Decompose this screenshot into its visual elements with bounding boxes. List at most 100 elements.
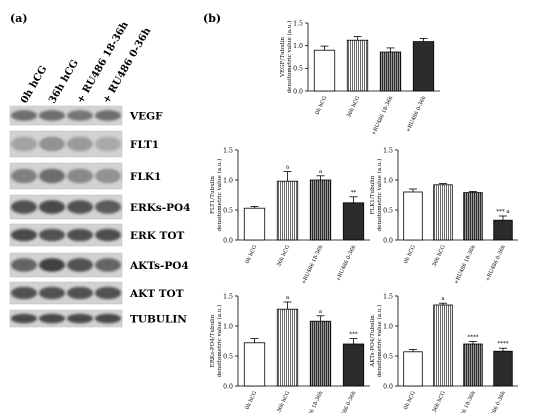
y-tick-label: 0.5	[293, 66, 303, 73]
bar	[309, 179, 332, 241]
panel-label-a: (a)	[10, 12, 28, 25]
blot-band	[67, 286, 93, 300]
blot-band	[95, 168, 121, 184]
bar	[342, 343, 365, 387]
y-tick-label: 1.0	[383, 323, 393, 330]
category-label: +RU486 18-36h	[453, 244, 477, 286]
blot-band	[11, 136, 37, 152]
blot-band	[95, 228, 121, 242]
panel-label-b: (b)	[203, 12, 222, 25]
bar	[243, 342, 266, 387]
category-label: 0h hCG	[403, 390, 417, 410]
category-label: +RU486 0-36h	[485, 244, 507, 283]
y-tick-label: 0.0	[223, 383, 233, 390]
category-label: 36h hCG	[276, 390, 291, 413]
y-tick-label: 0.5	[223, 353, 233, 360]
bar	[313, 49, 336, 92]
y-tick-label: 1.5	[223, 147, 233, 154]
bar	[493, 350, 513, 387]
bar	[276, 308, 299, 387]
significance-label: ***	[349, 332, 358, 338]
category-label: +RU486 0-36h	[335, 390, 357, 413]
bar	[309, 320, 332, 387]
blot-band	[95, 258, 121, 272]
blot-band	[95, 286, 121, 300]
y-tick-label: 0.5	[383, 353, 393, 360]
blot-band	[67, 168, 93, 184]
blot-band-label: AKT TOT	[129, 288, 184, 300]
blot-band	[39, 286, 65, 300]
blot-strip	[9, 223, 123, 247]
blot-band	[11, 258, 37, 272]
blot-band	[39, 168, 65, 184]
y-axis-label: ERKs-PO4/Tubulindensitometric value (a.u…	[210, 305, 223, 378]
significance-label: a	[441, 296, 445, 302]
category-label: 36h hCG	[346, 95, 361, 118]
category-label: 36h hCG	[432, 244, 447, 267]
category-label: +RU486 0-36h	[405, 95, 427, 134]
blot-strip	[9, 130, 123, 158]
category-label: 36h hCG	[432, 390, 447, 413]
category-label: +RU486 18-36h	[301, 390, 325, 413]
category-label: +RU486 18-36h	[371, 95, 395, 137]
bar	[493, 219, 513, 241]
blot-band	[39, 258, 65, 272]
bar	[403, 351, 423, 387]
bar-chart: 0.0 0.5 1.0 1.5ERKs-PO4/Tubulindensitometri…	[210, 293, 370, 413]
y-tick-label: 0.0	[293, 88, 303, 95]
category-label: 36h hCG	[276, 244, 291, 267]
y-axis-label: AKTs-PO4/Tubulindensitometric value (a.u…	[370, 305, 383, 378]
blot-strip	[9, 252, 123, 278]
y-tick-label: 0.0	[383, 383, 393, 390]
blot-band	[67, 228, 93, 242]
y-axis-label: FLT1/Tubulindensitometric value (a.u.)	[210, 159, 223, 232]
blot-band	[95, 136, 121, 152]
bar	[433, 304, 453, 387]
blot-band-label: ERK TOT	[130, 230, 184, 242]
y-tick-label: 1.5	[293, 20, 303, 27]
blot-band	[39, 136, 65, 152]
blot-band	[95, 313, 121, 324]
category-label: +RU486 0-36h	[485, 390, 507, 413]
blot-strip	[9, 105, 123, 126]
blot-band	[39, 313, 65, 324]
blot-band	[67, 258, 93, 272]
blot-band	[11, 313, 37, 324]
bar	[379, 51, 402, 92]
y-axis-label: VEGF/Tubulindensitometric value (a.u.)	[280, 21, 293, 94]
significance-label: **	[351, 190, 357, 196]
y-tick-label: 1.0	[383, 177, 393, 184]
significance-label: a	[319, 169, 323, 175]
y-tick-label: 1.5	[383, 147, 393, 154]
blot-band-label: VEGF	[129, 111, 163, 123]
blot-band	[67, 110, 93, 121]
y-tick-label: 1.0	[223, 323, 233, 330]
blot-band	[95, 110, 121, 121]
category-label: +RU486 18-36h	[301, 244, 325, 286]
blot-band	[11, 110, 37, 121]
blot-band-label: AKTs-PO4	[129, 260, 189, 272]
significance-label: *** a	[496, 209, 510, 215]
significance-label: a	[319, 309, 323, 315]
blot-band	[11, 286, 37, 300]
blot-strip	[9, 162, 123, 190]
bar	[412, 41, 435, 92]
category-label: 0h hCG	[315, 95, 329, 115]
blot-band-label: ERKs-PO4	[130, 202, 190, 214]
blot-band-label: FLK1	[130, 171, 161, 183]
bar	[433, 184, 453, 241]
blot-band	[39, 110, 65, 121]
significance-label: a	[286, 295, 290, 301]
blot-band	[39, 228, 65, 242]
category-label: 0h hCG	[403, 244, 417, 264]
blot-band	[11, 168, 37, 184]
bar	[276, 180, 299, 241]
y-tick-label: 0.5	[223, 207, 233, 214]
blot-band	[67, 136, 93, 152]
blot-strip	[9, 281, 123, 305]
y-tick-label: 0.0	[223, 237, 233, 244]
